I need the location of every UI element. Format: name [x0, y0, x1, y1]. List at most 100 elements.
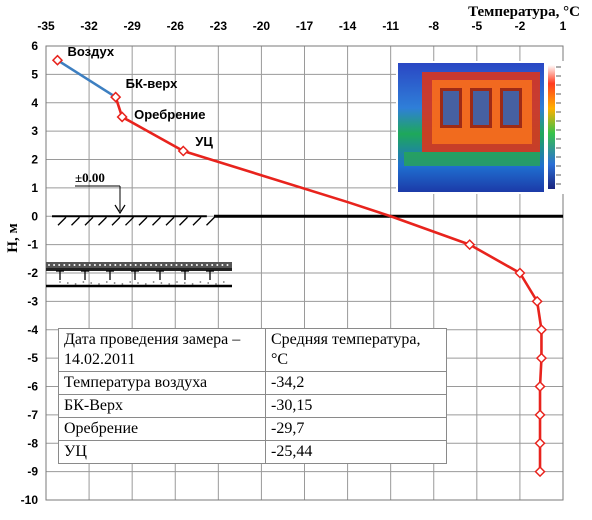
fill-dot [66, 282, 69, 284]
data-series [51, 54, 548, 478]
slab-dot [195, 264, 198, 266]
x-tick-label: -5 [471, 19, 482, 33]
ground-hatch [84, 216, 94, 226]
fill-dot [74, 283, 77, 285]
slab-dot [201, 264, 203, 266]
slab-dot [211, 264, 214, 266]
x-tick-label: -32 [80, 19, 98, 33]
thermal-colorbar [548, 65, 555, 189]
y-tick-label: -6 [27, 380, 38, 394]
slab-dot [144, 264, 147, 266]
table-header-row: Дата проведения замера – 14.02.2011 Сред… [58, 328, 447, 372]
table-header-cell: Средняя температура, °С [265, 328, 447, 372]
slab-dot [165, 264, 168, 266]
window-pane [473, 91, 489, 125]
plot-frame [45, 45, 564, 501]
slab-dot [48, 264, 50, 266]
fill-dot [191, 283, 194, 285]
slab-dot [221, 264, 224, 266]
slab-dot [63, 264, 66, 266]
slab-dot [114, 264, 117, 266]
ground-hatch [138, 216, 148, 226]
slab-dot [78, 264, 81, 266]
ground-hatch [71, 216, 80, 226]
fill-dot [90, 282, 93, 284]
slab-dot [73, 264, 76, 266]
fill-dot [105, 281, 108, 283]
fill-dot [98, 283, 100, 285]
data-point-marker [534, 409, 546, 421]
y-tick-label: 0 [31, 209, 38, 223]
x-tick-label: -23 [210, 19, 228, 33]
fill-dot [121, 283, 124, 285]
y-tick-label: -8 [27, 436, 38, 450]
data-point-marker [535, 324, 548, 336]
y-tick-label: 1 [31, 181, 38, 195]
table-cell: -30,15 [265, 394, 447, 418]
x-tick-label: -29 [123, 19, 141, 33]
slab-dot [88, 264, 91, 266]
ground-hatch [152, 216, 161, 226]
table-row: Температура воздуха -34,2 [58, 371, 447, 395]
slab-dot [190, 264, 193, 266]
table-cell: -25,44 [265, 440, 447, 464]
slab-dot [226, 264, 229, 266]
data-point-marker [534, 380, 546, 393]
ground-hatch [179, 216, 188, 226]
data-point-marker [531, 295, 543, 307]
fill-dot [129, 281, 132, 283]
x-tick-label: -20 [253, 19, 271, 33]
x-tick-label: -14 [339, 19, 357, 33]
fill-dot [183, 282, 186, 284]
x-tick-label: -11 [382, 19, 399, 33]
fill-dot [137, 282, 139, 284]
slab-dot [139, 264, 142, 266]
slab-dot [134, 264, 137, 266]
ground-hatch [206, 216, 215, 226]
ground-hatch [165, 216, 175, 226]
slab-edge [46, 268, 232, 271]
fill-dot [168, 283, 171, 285]
fill-dot [152, 281, 155, 283]
slab-dot [155, 264, 158, 266]
data-point-marker [177, 145, 189, 157]
data-point-marker [110, 91, 122, 103]
y-tick-label: 3 [31, 124, 38, 138]
slab-dot [68, 264, 71, 266]
y-tick-label: -3 [27, 294, 38, 308]
table-header-cell: Дата проведения замера – 14.02.2011 [58, 328, 266, 372]
ground-hatch [57, 216, 67, 226]
y-tick-label: -10 [21, 493, 39, 507]
fill-dot [222, 281, 225, 283]
x-tick-label: -26 [167, 19, 185, 33]
table-cell: Оребрение [58, 417, 266, 441]
y-tick-label: -1 [27, 238, 38, 252]
data-point-marker [51, 54, 64, 66]
data-point-marker [514, 267, 526, 279]
y-tick-label: -2 [27, 266, 38, 280]
slab-dot [119, 264, 122, 266]
table-cell: УЦ [58, 440, 266, 464]
fill-dot [82, 281, 85, 283]
x-tick-label: -2 [515, 19, 526, 33]
ground-hatch [192, 216, 202, 226]
fill-dot [215, 283, 217, 285]
fill-dot [199, 281, 202, 283]
table-cell: -34,2 [265, 371, 447, 395]
fill-dot [113, 282, 116, 284]
fill-dot [160, 282, 163, 284]
series-line [56, 59, 117, 99]
data-point-marker [534, 437, 546, 449]
data-point-marker [464, 239, 476, 251]
point-annotations: Воздух БК-верх Оребрение УЦ [67, 44, 213, 149]
data-point-marker [116, 111, 128, 123]
ground-hatch [111, 216, 121, 226]
y-tick-label: 2 [31, 153, 38, 167]
ground-band [404, 152, 540, 166]
slab-dot [109, 264, 112, 266]
slab-dot [150, 264, 152, 266]
y-tick-label: -7 [27, 408, 38, 422]
slab-dot [124, 264, 127, 266]
data-point-marker [535, 352, 548, 364]
table-cell: БК-Верх [58, 394, 266, 418]
